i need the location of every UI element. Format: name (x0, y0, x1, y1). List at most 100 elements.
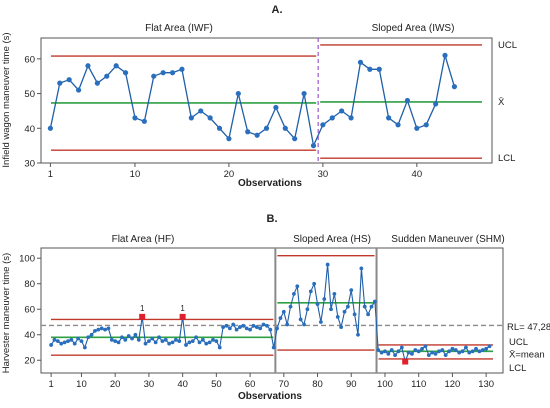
chart-b-region-3-label: Sudden Maneuver (SHM) (391, 234, 504, 245)
chart-b-data-point (238, 325, 242, 329)
chart-b-data-point (72, 341, 77, 346)
chart-b-data-point (386, 351, 391, 356)
chart-a-ytick-label: 50 (24, 89, 35, 100)
chart-b-data-point (167, 341, 172, 346)
chart-b-data-point (339, 325, 344, 329)
chart-a-data-point (235, 90, 241, 97)
chart-b-data-point (200, 337, 205, 342)
chart-a-data-point (263, 125, 270, 131)
chart-a-data-point (273, 104, 279, 111)
chart-b-ytick-label: 80 (24, 279, 35, 290)
chart-a-data-point (254, 132, 260, 138)
chart-a-data-point (367, 66, 373, 72)
chart-a-data-point (66, 77, 72, 83)
chart-b-data-point (329, 307, 333, 312)
chart-a-ytick-label: 30 (24, 159, 35, 170)
chart-b-data-point (204, 341, 209, 346)
chart-a-data-point (282, 125, 288, 131)
chart-b-data-point (281, 309, 286, 314)
chart-a-ucl-label: UCL (498, 40, 517, 51)
chart-a-data-point (348, 115, 354, 121)
chart-b-data-point (393, 353, 397, 358)
chart-b-data-point (362, 304, 367, 309)
chart-b-ytick-label: 100 (19, 254, 35, 265)
chart-a-data-point (292, 136, 298, 142)
chart-b-data-point (332, 292, 337, 296)
chart-b-data-point (224, 323, 229, 328)
chart-b-data-point (248, 327, 252, 332)
chart-b-data-point (288, 304, 293, 309)
chart-b-out-of-control-point (179, 313, 186, 320)
chart-b-data-point (157, 335, 161, 340)
chart-b-data-point (126, 334, 131, 338)
chart-b-data-point (231, 322, 236, 327)
chart-b-xtick-label: 50 (211, 379, 222, 390)
chart-b-data-point (69, 337, 74, 342)
chart-b-data-point (318, 320, 323, 324)
chart-a-data-point (75, 87, 82, 93)
chart-a-xtick-label: 30 (318, 169, 329, 180)
chart-b-xtick-label: 40 (177, 379, 188, 390)
chart-b-data-point (376, 348, 381, 352)
chart-a-region-1-label: Flat Area (IWF) (145, 23, 213, 34)
chart-a-region-2-label: Sloped Area (IWS) (372, 23, 455, 34)
chart-a-data-point (357, 59, 364, 65)
chart-b-data-point (49, 343, 54, 347)
chart-a-data-point (339, 108, 345, 114)
chart-b-data-point (349, 288, 354, 292)
chart-b-data-point (437, 349, 441, 354)
chart-a-lcl-label: LCL (498, 153, 515, 164)
chart-b-data-point (440, 348, 445, 352)
chart-b-data-point (430, 350, 435, 355)
chart-a-data-point (85, 63, 91, 69)
chart-b-data-point (420, 346, 424, 351)
chart-b-data-point (99, 326, 104, 331)
chart-b-data-point (359, 266, 364, 271)
chart-b-ucl-label: UCL (509, 337, 528, 348)
chart-b-data-point (116, 340, 121, 345)
chart-a-data-point (310, 143, 317, 149)
chart-a-series-line (49, 55, 456, 148)
chart-a-data-point (451, 84, 458, 90)
chart-a-data-point (169, 70, 176, 76)
chart-b-region-1-label: Flat Area (HF) (112, 234, 175, 245)
chart-b-ylabel: Harvester maneuver time (s) (1, 253, 12, 373)
chart-a-data-point (414, 125, 420, 131)
chart-b-data-point (55, 339, 60, 344)
chart-a-ylabel: Infield wagon maneuver time (s) (1, 32, 12, 167)
chart-a-frame (40, 37, 493, 164)
chart-a-data-point (216, 125, 223, 131)
chart-a-data-point (113, 63, 119, 69)
chart-b-data-point (369, 304, 374, 309)
chart-a-data-point (188, 115, 194, 121)
chart-b-data-point (103, 327, 107, 332)
chart-b-data-point (450, 346, 455, 351)
chart-b-data-point (227, 326, 232, 331)
chart-a-data-point (329, 115, 335, 121)
chart-b-data-point (52, 337, 57, 342)
chart-b-frame (40, 247, 504, 374)
chart-a-xlabel: Observations (238, 178, 302, 189)
chart-a-data-point (132, 115, 138, 121)
chart-b-xtick-label: 1 (48, 379, 53, 390)
chart-b-data-point (275, 326, 279, 331)
chart-a-data-point (226, 136, 232, 142)
chart-b-data-point (366, 312, 371, 317)
chart-b-data-point (241, 323, 246, 328)
chart-b-data-point (480, 348, 485, 352)
chart-a-data-point (245, 129, 251, 135)
chart-a-title: A. (272, 4, 283, 16)
chart-b-data-point (197, 340, 202, 345)
chart-b-data-point (467, 350, 472, 355)
chart-b-flag-label: 1 (180, 304, 185, 313)
chart-b-data-point (194, 335, 199, 340)
chart-b-xtick-label: 90 (346, 379, 357, 390)
chart-b: B. Flat Area (HF) Sloped Area (HS) Sudde… (1, 213, 550, 402)
chart-b-data-point (113, 339, 118, 344)
chart-b-data-point (292, 292, 296, 296)
chart-b-data-point (379, 350, 384, 355)
chart-a-data-point (395, 122, 401, 128)
chart-b-xtick-label: 80 (312, 379, 323, 390)
chart-b-data-point (136, 337, 141, 342)
